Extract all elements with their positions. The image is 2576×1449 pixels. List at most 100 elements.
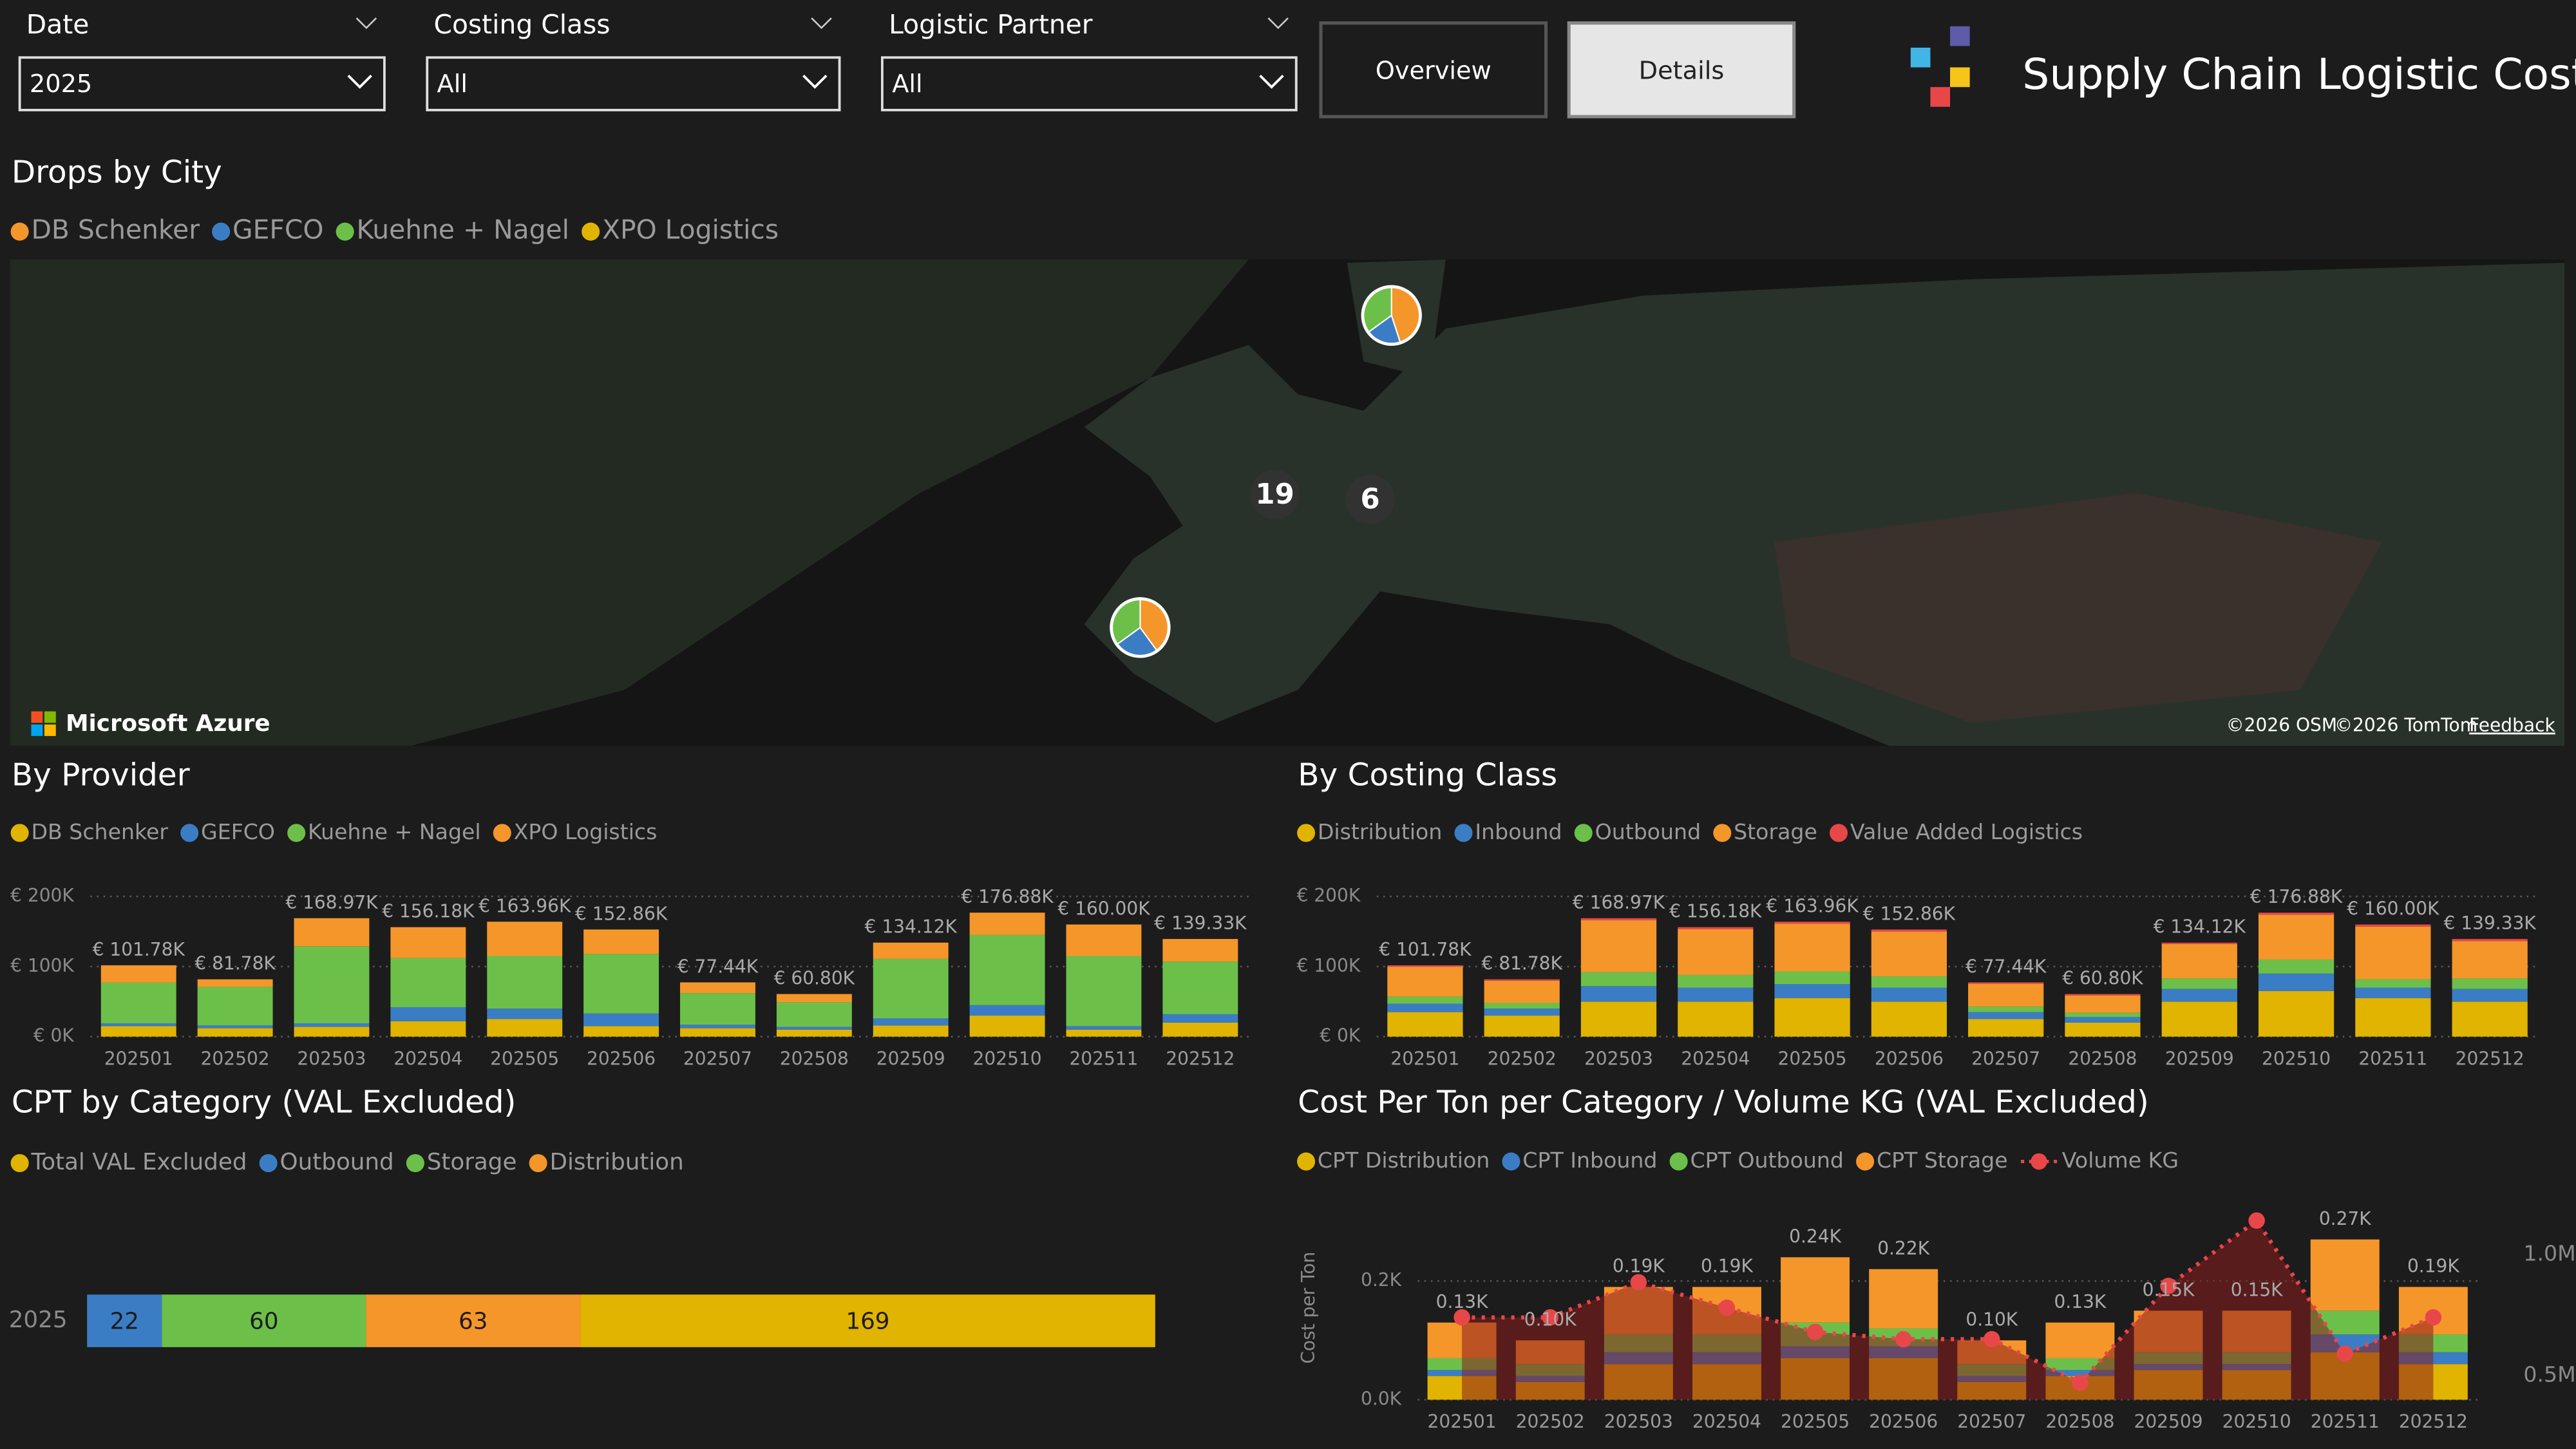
pie-slice[interactable] xyxy=(1390,287,1421,343)
bar-segment[interactable] xyxy=(2355,998,2431,1037)
bar-segment[interactable] xyxy=(100,965,176,983)
bar-segment[interactable] xyxy=(390,1021,466,1037)
bar-segment[interactable] xyxy=(2310,1239,2380,1311)
bar-segment[interactable] xyxy=(1968,1012,2044,1019)
bar-segment[interactable] xyxy=(294,1027,370,1037)
bar-segment[interactable] xyxy=(390,927,466,958)
pie-slice[interactable] xyxy=(1363,287,1392,333)
bar-segment[interactable] xyxy=(1387,965,1463,967)
bar-segment[interactable] xyxy=(1580,918,1657,921)
bar-segment[interactable] xyxy=(1162,961,1238,1014)
bar-segment[interactable] xyxy=(2258,914,2334,960)
volume-marker[interactable] xyxy=(1542,1309,1558,1326)
bar-segment[interactable] xyxy=(2355,979,2431,988)
bar-segment[interactable] xyxy=(969,1005,1045,1016)
bar-segment[interactable] xyxy=(197,987,273,1026)
bar-segment[interactable] xyxy=(873,958,949,1019)
bar-segment[interactable] xyxy=(969,934,1045,1005)
bar-segment[interactable] xyxy=(583,1013,659,1027)
bar-segment[interactable] xyxy=(294,918,370,947)
bar-segment[interactable] xyxy=(1387,967,1463,997)
bar-segment[interactable] xyxy=(1869,1269,1938,1329)
pie-slice[interactable] xyxy=(1112,599,1141,645)
bar-segment[interactable] xyxy=(1774,998,1850,1037)
bar-segment[interactable] xyxy=(294,946,370,1024)
bar-segment[interactable] xyxy=(197,1028,273,1037)
volume-marker[interactable] xyxy=(2425,1309,2442,1326)
bar-segment[interactable] xyxy=(100,1023,176,1027)
bar-segment[interactable] xyxy=(100,982,176,1024)
volume-marker[interactable] xyxy=(1454,1309,1470,1326)
pie-slice[interactable] xyxy=(1368,314,1401,345)
bar-segment[interactable] xyxy=(873,942,949,959)
bar-segment[interactable] xyxy=(366,1294,581,1347)
bar-segment[interactable] xyxy=(1774,971,1850,985)
volume-marker[interactable] xyxy=(1806,1323,1824,1340)
bar-segment[interactable] xyxy=(487,1009,563,1019)
bar-segment[interactable] xyxy=(873,1018,949,1026)
volume-marker[interactable] xyxy=(1630,1274,1647,1291)
bar-segment[interactable] xyxy=(1484,1009,1560,1016)
bar-segment[interactable] xyxy=(2065,994,2141,996)
bar-segment[interactable] xyxy=(1387,1012,1463,1037)
bar-segment[interactable] xyxy=(2355,987,2431,998)
bar-segment[interactable] xyxy=(1871,976,1947,988)
bar-segment[interactable] xyxy=(1580,972,1657,987)
bar-segment[interactable] xyxy=(1678,929,1754,975)
bar-segment[interactable] xyxy=(1162,1022,1238,1037)
bar-segment[interactable] xyxy=(1066,956,1142,1027)
bar-segment[interactable] xyxy=(1066,924,1142,956)
bar-segment[interactable] xyxy=(2355,924,2431,927)
bar-segment[interactable] xyxy=(197,979,273,987)
bar-segment[interactable] xyxy=(1678,1001,1754,1037)
volume-marker[interactable] xyxy=(1718,1299,1736,1316)
bar-segment[interactable] xyxy=(680,993,755,1025)
bar-segment[interactable] xyxy=(2045,1370,2115,1376)
bar-segment[interactable] xyxy=(1484,1016,1560,1037)
bar-segment[interactable] xyxy=(583,1026,659,1037)
bar-segment[interactable] xyxy=(1871,931,1947,977)
volume-marker[interactable] xyxy=(1984,1331,2000,1348)
bar-segment[interactable] xyxy=(100,1026,176,1037)
bar-segment[interactable] xyxy=(162,1294,366,1347)
filter-dropdown[interactable] xyxy=(880,56,1298,111)
bar-segment[interactable] xyxy=(1580,986,1657,1002)
bar-segment[interactable] xyxy=(969,1016,1045,1037)
bar-segment[interactable] xyxy=(1162,1014,1238,1023)
filter-dropdown[interactable] xyxy=(18,56,386,111)
bar-segment[interactable] xyxy=(390,958,466,1007)
bar-segment[interactable] xyxy=(1066,1026,1142,1030)
bar-segment[interactable] xyxy=(1968,982,2044,984)
bar-segment[interactable] xyxy=(1774,923,1850,972)
bar-segment[interactable] xyxy=(2161,943,2237,979)
bar-segment[interactable] xyxy=(2161,978,2237,989)
bar-segment[interactable] xyxy=(1484,979,1560,981)
volume-marker[interactable] xyxy=(2160,1278,2177,1294)
bar-segment[interactable] xyxy=(197,1025,273,1028)
bar-segment[interactable] xyxy=(680,982,755,994)
bar-segment[interactable] xyxy=(1774,984,1850,998)
bar-segment[interactable] xyxy=(2065,1012,2141,1018)
bar-segment[interactable] xyxy=(1678,927,1754,929)
bar-segment[interactable] xyxy=(294,1023,370,1027)
bar-segment[interactable] xyxy=(2258,959,2334,974)
bar-segment[interactable] xyxy=(776,1027,852,1030)
bar-segment[interactable] xyxy=(1781,1257,1850,1323)
bar-segment[interactable] xyxy=(1484,980,1560,1003)
bar-segment[interactable] xyxy=(580,1294,1155,1347)
bar-segment[interactable] xyxy=(1678,974,1754,988)
bar-segment[interactable] xyxy=(1871,1001,1947,1037)
bar-segment[interactable] xyxy=(583,954,659,1014)
bar-segment[interactable] xyxy=(1580,1001,1657,1037)
bar-segment[interactable] xyxy=(2065,1017,2141,1023)
bar-segment[interactable] xyxy=(1484,1003,1560,1009)
bar-segment[interactable] xyxy=(2452,941,2528,979)
bar-segment[interactable] xyxy=(1871,929,1947,932)
bar-segment[interactable] xyxy=(2045,1322,2115,1358)
bar-segment[interactable] xyxy=(1387,996,1463,1004)
bar-segment[interactable] xyxy=(487,956,563,1009)
bar-segment[interactable] xyxy=(2355,926,2431,980)
bar-segment[interactable] xyxy=(776,994,852,1003)
volume-marker[interactable] xyxy=(2336,1345,2354,1362)
bar-segment[interactable] xyxy=(1066,1029,1142,1037)
